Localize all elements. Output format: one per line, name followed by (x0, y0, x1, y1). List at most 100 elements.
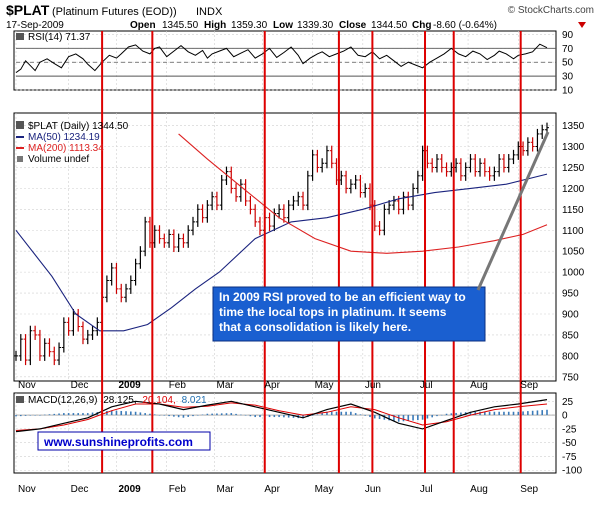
macd-histogram-bar (163, 415, 166, 416)
low-label: Low (273, 20, 293, 31)
macd-histogram-bar (182, 415, 185, 418)
macd-histogram-bar (249, 415, 252, 417)
macd-histogram-bar (19, 415, 22, 417)
month-label: Feb (169, 484, 187, 495)
macd-histogram-bar (177, 415, 180, 418)
macd-histogram-bar (72, 413, 75, 416)
month-label: Dec (71, 484, 89, 495)
rsi-line (15, 43, 548, 74)
y-tick-label: 90 (562, 30, 574, 41)
macd-histogram-bar (201, 414, 204, 416)
month-label: May (315, 484, 334, 495)
macd-histogram-bar (460, 412, 462, 416)
macd-histogram-bar (350, 411, 352, 416)
macd-histogram-bar (86, 413, 89, 416)
y-tick-label: 850 (562, 330, 579, 341)
macd-histogram-bar (158, 415, 161, 416)
y-tick-label: 800 (562, 351, 579, 362)
annotation-box (212, 286, 486, 342)
month-label: May (315, 380, 334, 391)
y-tick-label: 10 (562, 86, 574, 97)
ohlc-line: Open 1345.50 High 1359.30 Low 1339.30 Close… (130, 20, 497, 31)
price-layer (14, 122, 549, 366)
macd-histogram-bar (330, 411, 333, 416)
ma50-line (15, 173, 548, 332)
macd-histogram-bar (58, 413, 60, 416)
rsi-title: RSI(14) 71.37 (28, 32, 91, 43)
month-label: Aug (470, 484, 488, 495)
macd-title: MACD(12,26,9) 28.125, 20.104, 8.021 (28, 395, 207, 406)
macd-histogram-bar (345, 411, 347, 416)
vertical-marker-lines (101, 31, 522, 473)
macd-histogram-bar (216, 413, 218, 416)
macd-histogram-bar (536, 410, 539, 416)
annotation-text: In 2009 RSI proved to be an efficient wa… (219, 290, 469, 334)
macd-histogram-bar (43, 414, 46, 416)
macd-histogram-bar (431, 415, 433, 418)
macd-histogram-bar (130, 411, 132, 416)
macd-histogram-bar (283, 415, 285, 418)
macd-histogram-bar (546, 409, 548, 416)
macd-histogram-bar (63, 413, 65, 416)
macd-histogram-bar (335, 411, 338, 416)
macd-histogram-bar (369, 415, 371, 418)
macd-histogram-bar (259, 415, 261, 418)
macd-histogram-bar (82, 413, 84, 416)
month-label: Nov (18, 484, 36, 495)
macd-histogram-bar (326, 411, 328, 416)
month-label: Nov (18, 380, 36, 391)
macd-histogram-bar (378, 415, 381, 420)
macd-histogram-bar (292, 415, 295, 418)
month-label: 2009 (118, 484, 141, 495)
rsi-layer (15, 43, 556, 77)
macd-histogram-bar (436, 415, 438, 417)
macd-histogram-bar (503, 411, 505, 416)
macd-histogram-bar (407, 415, 410, 421)
macd-histogram-bar (507, 411, 510, 416)
macd-histogram-bar (373, 415, 376, 419)
macd-histogram-bar (474, 411, 477, 416)
y-tick-label: 1300 (562, 142, 585, 153)
macd-histogram-bar (230, 413, 233, 416)
y-tick-label: 1200 (562, 184, 585, 195)
month-label: Sep (520, 380, 538, 391)
down-arrow-icon (578, 22, 586, 28)
y-tick-label: -75 (562, 452, 577, 463)
macd-histogram-bar (498, 411, 500, 416)
watermark-box (37, 431, 211, 451)
copyright-label: © StockCharts.com (508, 5, 594, 16)
open-value: 1345.50 (162, 20, 199, 31)
y-tick-label: 1000 (562, 268, 585, 279)
y-tick-label: 950 (562, 289, 579, 300)
watermark-text: www.sunshineprofits.com (43, 435, 193, 449)
chg-value: -8.60 (-0.64%) (433, 20, 497, 31)
high-label: High (204, 20, 226, 31)
macd-histogram-bar (196, 415, 199, 416)
macd-histogram-bar (541, 410, 544, 416)
macd-histogram-bar (445, 413, 448, 416)
month-label: 2009 (118, 380, 141, 391)
macd-histogram-bar (364, 415, 367, 416)
macd-histogram-bar (134, 411, 137, 416)
month-label: Jun (365, 484, 381, 495)
macd-histogram-bar (484, 411, 486, 416)
macd-histogram-bar (517, 411, 520, 416)
month-label: Mar (217, 380, 235, 391)
close-label: Close (339, 20, 367, 31)
axis-labels: Nov Nov Dec Dec 2009 2009 Feb Feb Mar Mar Apr Apr Ma… (18, 30, 585, 495)
macd-legend-icon (16, 396, 24, 403)
macd-histogram-bar (206, 413, 209, 416)
macd-histogram-bar (192, 415, 194, 417)
month-label: Jul (420, 484, 433, 495)
macd-histogram-bar (240, 414, 242, 416)
macd-histogram-bar (34, 415, 36, 416)
macd-histogram-bar (522, 411, 524, 416)
chg-label: Chg (412, 20, 431, 31)
close-value: 1344.50 (371, 20, 408, 31)
annotation-pointer (476, 131, 550, 291)
macd-histogram-bar (187, 415, 190, 417)
y-tick-label: 1150 (562, 205, 584, 216)
macd-histogram-bar (110, 410, 113, 416)
ma50-legend: MA(50) 1234.19 (28, 132, 100, 143)
